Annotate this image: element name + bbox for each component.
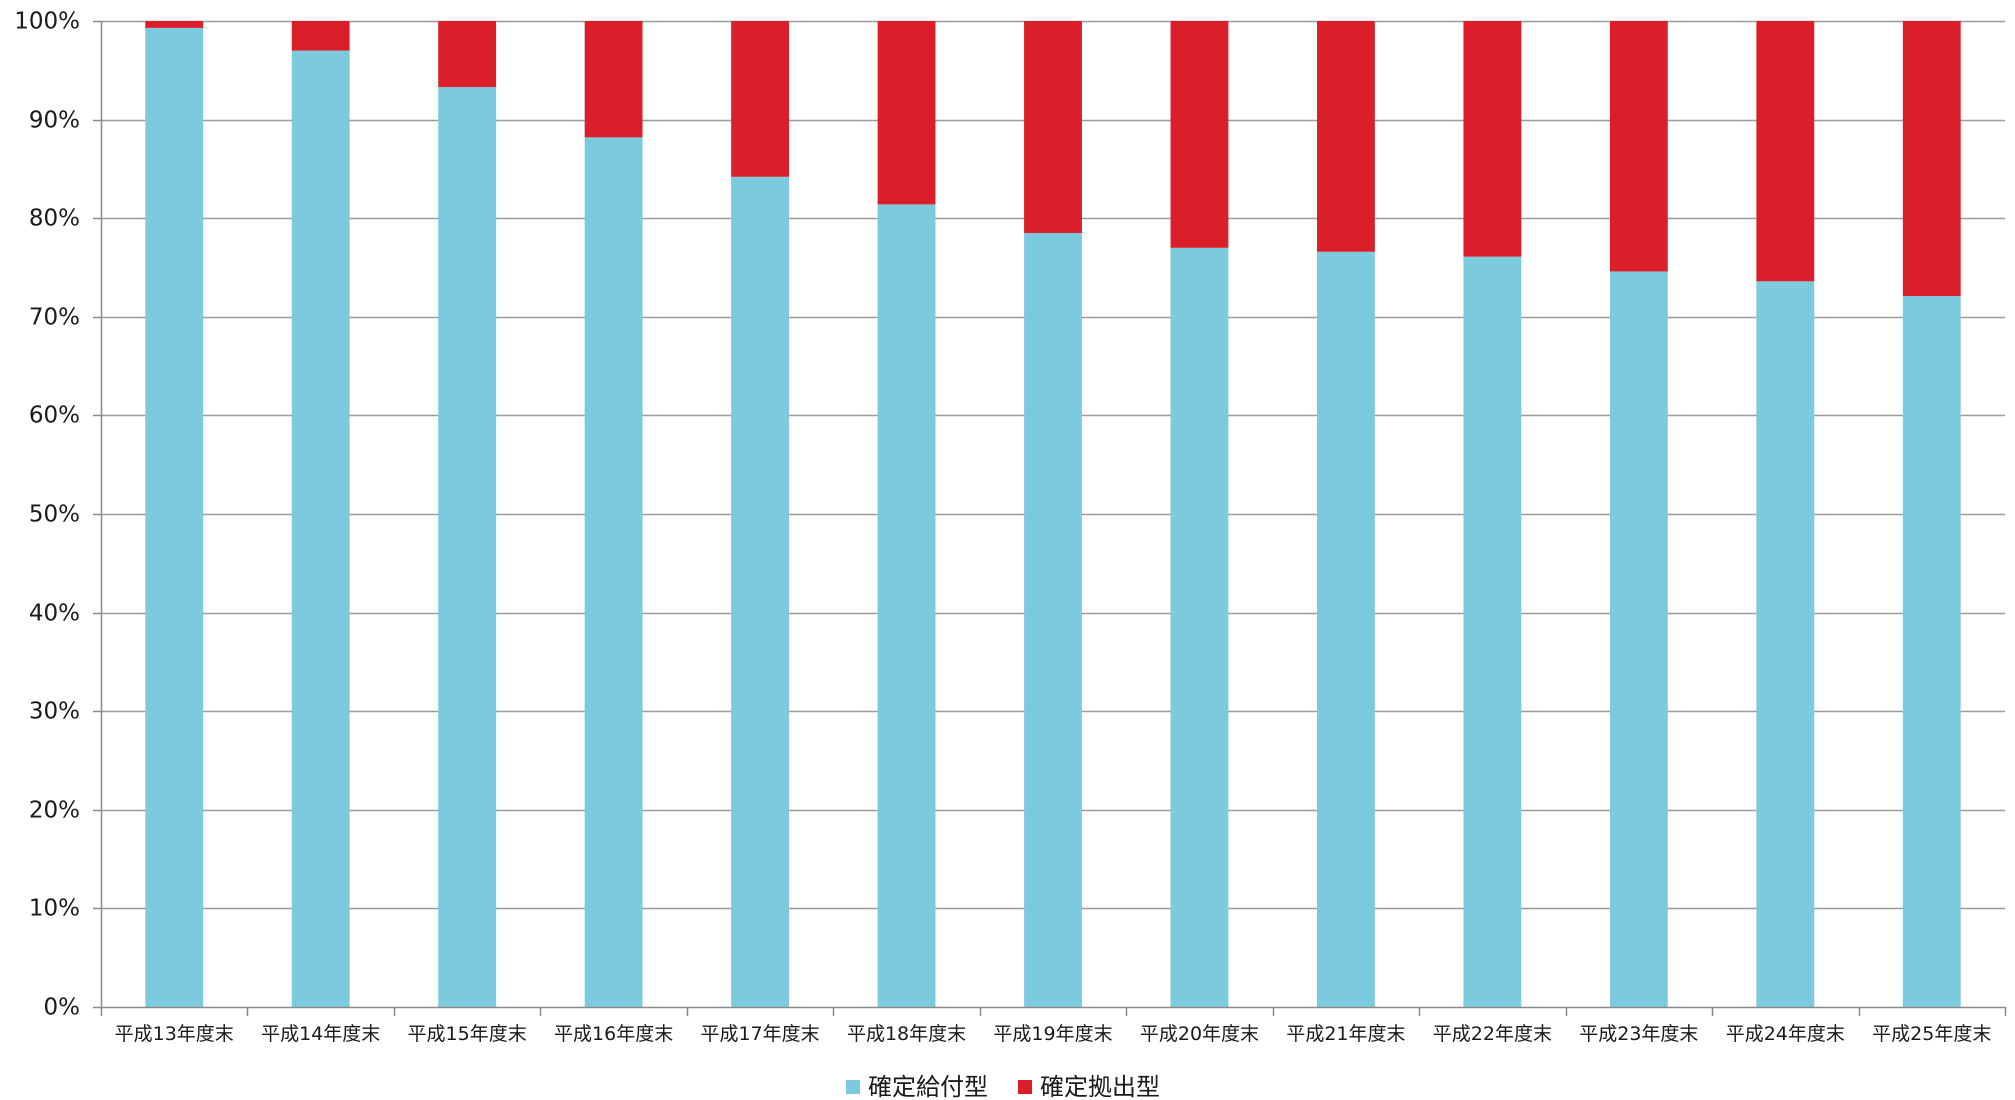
x-tick-label: 平成15年度末	[408, 1023, 527, 1045]
bar-segment	[1902, 296, 1961, 1007]
bar-segment	[145, 21, 204, 28]
x-tick-label: 平成23年度末	[1579, 1023, 1698, 1045]
bar-segment	[731, 176, 790, 1008]
axes	[93, 20, 2007, 1016]
bar-segment	[731, 21, 790, 177]
legend-swatch	[1018, 1080, 1032, 1094]
bar-segment	[1902, 21, 1961, 297]
bar-segment	[291, 21, 350, 51]
bar-segment	[1756, 21, 1815, 282]
bar-segment	[584, 21, 643, 138]
x-tick-labels: 平成13年度末 平成14年度末 平成15年度末 平成16年度末 平成17年度末 平成18年…	[115, 1023, 1992, 1045]
y-tick-label: 100%	[14, 9, 80, 35]
legend-label: 確定拠出型	[1040, 1073, 1160, 1100]
x-tick-label: 平成20年度末	[1140, 1023, 1259, 1045]
x-tick-label: 平成13年度末	[115, 1023, 234, 1045]
y-tick-label: 0%	[44, 995, 81, 1021]
bar-segment	[1170, 21, 1229, 248]
y-tick-label: 90%	[29, 108, 80, 134]
bar-segment	[145, 27, 204, 1008]
bar-segment	[1609, 21, 1668, 272]
bar-segment	[1316, 21, 1375, 252]
bar-segment	[877, 204, 936, 1007]
bar-segment	[1756, 281, 1815, 1008]
bar-segment	[1170, 247, 1229, 1007]
x-tick-label: 平成21年度末	[1286, 1023, 1405, 1045]
x-tick-label: 平成17年度末	[700, 1023, 819, 1045]
y-tick-label: 70%	[29, 305, 80, 331]
bar-segment	[438, 21, 497, 88]
y-tick-labels: 0% 10% 20% 30% 40% 50% 60% 70% 80% 90% 100%	[14, 9, 80, 1021]
x-tick-label: 平成14年度末	[261, 1023, 380, 1045]
bar-segment	[291, 50, 350, 1007]
y-tick-label: 40%	[29, 601, 80, 627]
y-tick-label: 20%	[29, 798, 80, 824]
y-tick-label: 30%	[29, 699, 80, 725]
legend-swatch	[846, 1080, 860, 1094]
bar-segment	[1463, 21, 1522, 257]
x-tick-label: 平成24年度末	[1726, 1023, 1845, 1045]
x-tick-label: 平成22年度末	[1433, 1023, 1552, 1045]
bar-segment	[1609, 271, 1668, 1008]
x-tick-label: 平成16年度末	[554, 1023, 673, 1045]
x-tick-label: 平成25年度末	[1872, 1023, 1991, 1045]
y-tick-label: 10%	[29, 896, 80, 922]
y-tick-label: 60%	[29, 403, 80, 429]
bars	[145, 21, 1961, 1008]
bar-segment	[1316, 251, 1375, 1007]
bar-segment	[1024, 232, 1082, 1008]
x-tick-label: 平成18年度末	[847, 1023, 966, 1045]
bar-segment	[584, 137, 643, 1007]
y-tick-label: 50%	[29, 502, 80, 528]
legend-label: 確定給付型	[868, 1073, 988, 1100]
bar-segment	[438, 87, 497, 1007]
x-tick-label: 平成19年度末	[993, 1023, 1112, 1045]
bar-segment	[1024, 21, 1082, 233]
bar-segment	[877, 21, 936, 205]
legend: 確定給付型 確定拠出型	[846, 1073, 1160, 1100]
bar-segment	[1463, 256, 1522, 1007]
y-tick-label: 80%	[29, 206, 80, 232]
